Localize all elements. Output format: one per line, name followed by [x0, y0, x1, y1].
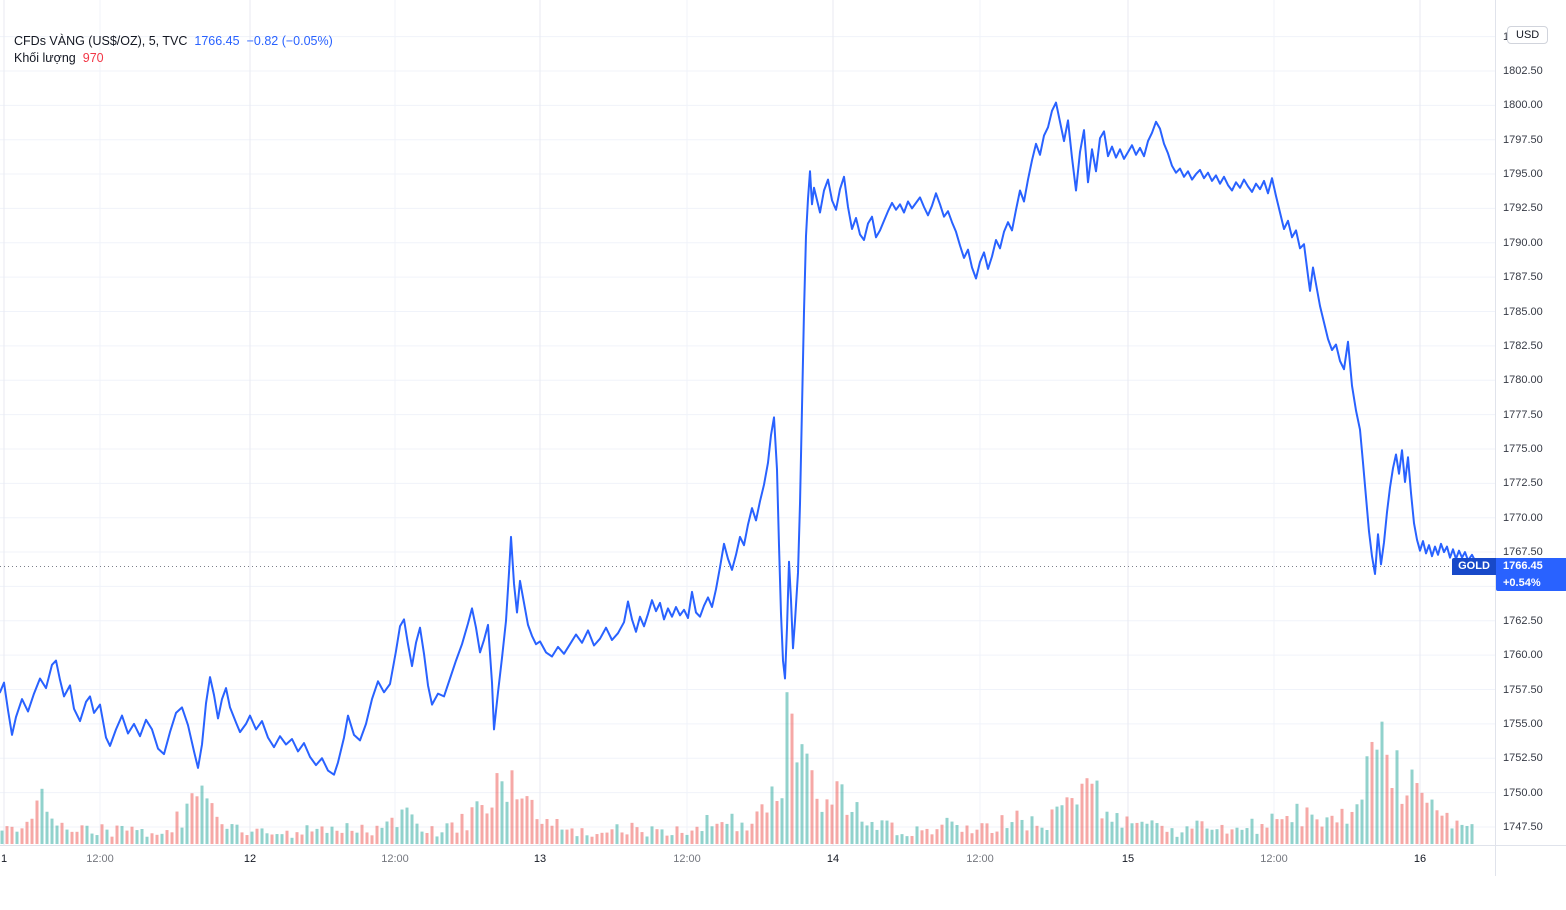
- price-tick-label: 1795.00: [1503, 168, 1543, 181]
- price-tick-label: 1760.00: [1503, 649, 1543, 662]
- price-tick-label: 1782.50: [1503, 339, 1543, 352]
- currency-toggle-button[interactable]: USD: [1507, 26, 1549, 44]
- price-line-path: [0, 101, 1479, 776]
- time-axis-hour-label: 12:00: [673, 853, 701, 865]
- time-axis-hour-label: 12:00: [86, 853, 114, 865]
- last-price-badge: GOLD 1766.45 +0.54%: [1452, 558, 1566, 591]
- price-tick-label: 1757.50: [1503, 683, 1543, 696]
- price-tick-label: 1770.00: [1503, 511, 1543, 524]
- legend-change: −0.82 (−0.05%): [246, 34, 333, 48]
- price-chart-pane[interactable]: [0, 0, 1495, 845]
- price-tick-label: 1802.50: [1503, 64, 1543, 77]
- price-tick-label: 1747.50: [1503, 820, 1543, 833]
- time-axis-hour-label: 12:00: [966, 853, 994, 865]
- badge-change-pct: +0.54%: [1496, 575, 1566, 591]
- time-axis-day-label: 13: [533, 853, 547, 865]
- grid-lines: [0, 0, 1495, 845]
- price-tick-label: 1775.00: [1503, 442, 1543, 455]
- symbol-title[interactable]: CFDs VÀNG (US$/OZ), 5, TVC: [14, 34, 188, 48]
- legend: CFDs VÀNG (US$/OZ), 5, TVC 1766.45 −0.82…: [14, 33, 333, 67]
- volume-bars: [0, 692, 1474, 844]
- price-tick-label: 1790.00: [1503, 236, 1543, 249]
- time-axis-day-label: 1: [0, 853, 8, 865]
- legend-volume-row: Khối lượng 970: [14, 50, 333, 67]
- time-axis[interactable]: 1 12:00 12 12:00 13 12:00 14 12:00 15 12:00 16: [0, 845, 1495, 876]
- price-tick-label: 1787.50: [1503, 271, 1543, 284]
- price-tick-label: 1780.00: [1503, 374, 1543, 387]
- price-tick-label: 1767.50: [1503, 546, 1543, 559]
- price-tick-label: 1752.50: [1503, 752, 1543, 765]
- time-axis-day-label: 16: [1413, 853, 1427, 865]
- price-tick-label: 1750.00: [1503, 786, 1543, 799]
- time-axis-day-label: 14: [826, 853, 840, 865]
- price-tick-label: 1762.50: [1503, 614, 1543, 627]
- price-tick-label: 1785.00: [1503, 305, 1543, 318]
- price-tick-label: 1772.50: [1503, 477, 1543, 490]
- price-tick-label: 1792.50: [1503, 202, 1543, 215]
- legend-last-price: 1766.45: [194, 34, 240, 48]
- axis-corner: [1495, 845, 1566, 876]
- volume-label[interactable]: Khối lượng: [14, 51, 76, 65]
- price-tick-label: 1797.50: [1503, 133, 1543, 146]
- time-axis-day-label: 12: [243, 853, 257, 865]
- badge-symbol: GOLD: [1452, 558, 1496, 575]
- badge-price: 1766.45: [1496, 558, 1566, 575]
- price-tick-label: 1800.00: [1503, 99, 1543, 112]
- price-axis[interactable]: 1805.00 USD GOLD 1766.45 +0.54% 1802.501…: [1452, 0, 1566, 845]
- price-tick-label: 1777.50: [1503, 408, 1543, 421]
- time-axis-hour-label: 12:00: [381, 853, 409, 865]
- price-tick-label: 1755.00: [1503, 717, 1543, 730]
- legend-symbol-row: CFDs VÀNG (US$/OZ), 5, TVC 1766.45 −0.82…: [14, 33, 333, 50]
- volume-value: 970: [82, 51, 104, 65]
- time-axis-hour-label: 12:00: [1260, 853, 1288, 865]
- time-axis-day-label: 15: [1121, 853, 1135, 865]
